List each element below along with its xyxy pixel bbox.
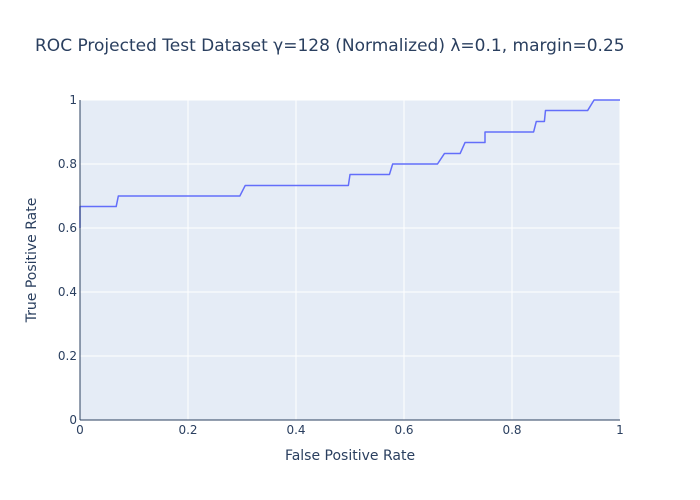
roc-curve-line — [79, 99, 620, 228]
y-axis-title: True Positive Rate — [24, 198, 40, 324]
x-tick-label: 0 — [76, 423, 84, 437]
series-layer — [79, 99, 620, 228]
y-tick-label: 1 — [69, 93, 77, 107]
y-tick-label: 0.4 — [58, 285, 77, 299]
x-tick-label: 0.4 — [286, 423, 305, 437]
axes: 0 0.2 0.4 0.6 0.8 1 0 0.2 0.4 0.6 0.8 1 — [58, 93, 624, 437]
plot-area — [80, 100, 620, 420]
x-tick-label: 1 — [616, 423, 624, 437]
grid-lines — [80, 99, 621, 420]
x-tick-label: 0.6 — [394, 423, 413, 437]
chart-title: ROC Projected Test Dataset γ=128 (Normal… — [35, 36, 625, 56]
y-tick-label: 0.6 — [58, 221, 77, 235]
y-tick-label: 0.8 — [58, 157, 77, 171]
y-tick-label: 0 — [69, 413, 77, 427]
y-tick-label: 0.2 — [58, 349, 77, 363]
x-tick-label: 0.8 — [502, 423, 521, 437]
x-tick-label: 0.2 — [178, 423, 197, 437]
x-axis-title: False Positive Rate — [285, 448, 415, 464]
